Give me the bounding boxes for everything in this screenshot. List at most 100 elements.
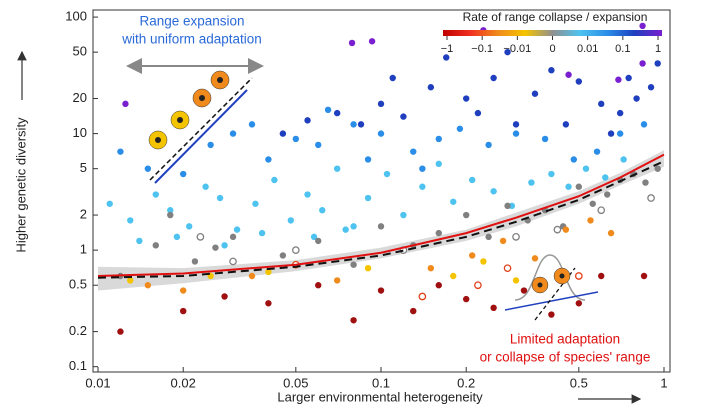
data-point xyxy=(593,148,601,155)
data-point xyxy=(589,200,596,207)
data-point xyxy=(639,60,646,67)
annotation: Limited adaptation xyxy=(510,332,620,347)
y-axis-label: Higher genetic diversity xyxy=(13,117,28,253)
data-point xyxy=(597,206,606,215)
data-point xyxy=(291,246,300,254)
data-point xyxy=(315,141,322,149)
data-point xyxy=(575,183,583,190)
colorbar-tick-label: 0.01 xyxy=(577,43,598,55)
data-point xyxy=(186,223,193,230)
x-tick-label: 0.05 xyxy=(283,375,308,390)
data-point xyxy=(419,165,426,172)
data-point xyxy=(180,170,187,178)
data-point xyxy=(342,226,349,233)
data-point xyxy=(229,130,237,137)
data-point xyxy=(248,272,256,280)
data-point xyxy=(640,121,648,128)
data-point xyxy=(490,304,497,312)
data-point xyxy=(647,84,655,91)
data-point xyxy=(410,307,417,315)
data-point xyxy=(216,194,224,202)
data-point xyxy=(548,67,555,74)
data-point xyxy=(144,282,152,289)
data-point xyxy=(553,225,562,234)
data-point xyxy=(427,264,435,272)
data-point xyxy=(279,252,287,259)
data-point xyxy=(333,109,341,117)
data-point xyxy=(167,211,174,219)
data-point xyxy=(462,295,470,303)
y-tick-label: 5 xyxy=(80,160,87,175)
data-point xyxy=(207,141,214,149)
data-point xyxy=(191,258,199,265)
data-point xyxy=(229,257,237,266)
data-point xyxy=(633,95,640,102)
data-point xyxy=(485,233,492,241)
data-point xyxy=(531,90,539,97)
data-point xyxy=(377,130,385,137)
data-point xyxy=(265,156,272,163)
data-point xyxy=(587,217,594,224)
x-tick-label: 0.5 xyxy=(570,375,588,390)
y-tick-label: 50 xyxy=(73,44,87,59)
data-point xyxy=(127,217,134,224)
data-point xyxy=(616,130,624,137)
data-point xyxy=(377,100,385,108)
data-point xyxy=(106,200,113,207)
data-point xyxy=(418,292,427,301)
data-point xyxy=(504,48,511,56)
data-point xyxy=(640,272,648,280)
data-point xyxy=(167,207,174,214)
data-point xyxy=(221,293,228,300)
data-point xyxy=(512,277,520,284)
data-point xyxy=(570,156,577,163)
data-point xyxy=(616,109,624,117)
data-point xyxy=(562,226,570,233)
data-point xyxy=(350,317,357,324)
data-point xyxy=(202,183,209,190)
y-tick-label: 20 xyxy=(73,90,87,105)
data-point xyxy=(233,226,241,233)
data-point xyxy=(357,121,365,128)
data-point xyxy=(389,74,396,82)
data-point xyxy=(427,84,435,91)
data-point xyxy=(654,60,661,67)
data-point xyxy=(258,229,266,237)
y-tick-label: 1 xyxy=(80,242,87,257)
data-point xyxy=(221,242,228,249)
data-point xyxy=(531,255,539,262)
data-point xyxy=(541,135,549,143)
data-point xyxy=(348,39,356,47)
colorbar-tick-label: 0.1 xyxy=(615,43,630,55)
data-point xyxy=(252,200,259,207)
data-point xyxy=(400,113,407,120)
data-point xyxy=(117,148,124,155)
data-point xyxy=(265,300,272,307)
data-point xyxy=(480,258,487,265)
data-point xyxy=(598,100,605,108)
data-point xyxy=(435,229,442,237)
data-point xyxy=(462,95,470,102)
data-point xyxy=(364,156,372,163)
y-tick-label: 0.2 xyxy=(69,323,87,338)
data-point xyxy=(450,198,457,205)
data-point xyxy=(503,264,512,273)
data-point xyxy=(548,311,555,318)
data-point xyxy=(117,328,124,335)
data-point xyxy=(315,282,322,289)
data-point xyxy=(173,233,181,241)
fit-line xyxy=(97,160,665,279)
x-tick-label: 1 xyxy=(660,375,667,390)
data-point xyxy=(180,287,187,294)
data-point xyxy=(287,217,295,224)
annotation: or collapse of species' range xyxy=(480,350,651,365)
data-point xyxy=(292,135,300,143)
data-point xyxy=(462,211,470,219)
data-point xyxy=(565,71,572,78)
y-tick-label: 100 xyxy=(65,9,87,24)
data-point xyxy=(435,160,442,168)
colorbar-tick-label: 0 xyxy=(549,43,555,55)
data-point xyxy=(304,191,311,198)
data-point xyxy=(350,261,357,268)
data-point xyxy=(152,191,159,198)
